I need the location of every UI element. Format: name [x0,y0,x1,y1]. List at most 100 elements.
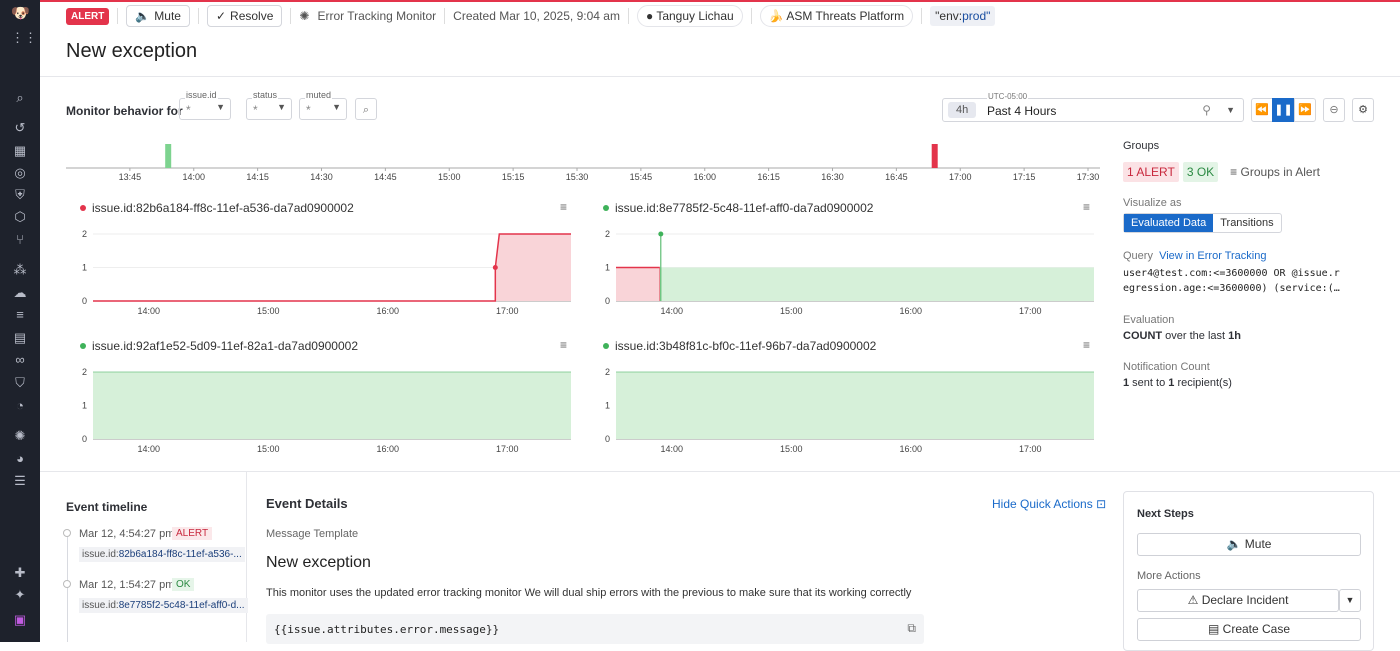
time-short: 4h [948,102,977,118]
mute-button[interactable]: 🔈 Mute [126,5,190,27]
chart-group-title: issue.id:8e7785f2-5c48-11ef-aff0-da7ad09… [615,201,874,215]
overview-tick-label: 17:30 [1077,172,1100,182]
monitor-type: Error Tracking Monitor [317,9,437,23]
watchdog-icon[interactable]: ◔ [16,398,24,413]
timeline-node [63,580,71,588]
group-key: issue.id: [82,549,119,560]
avatar: ● [645,9,654,23]
time-picker[interactable]: UTC-05:00 4h Past 4 Hours ⚲ ▼ [942,92,1244,122]
groups-filter[interactable]: ≡ Groups in Alert [1230,165,1320,179]
cloud-icon[interactable]: ☁ [13,285,27,300]
zoom-out-button[interactable]: ⊖ [1323,98,1345,122]
filter-icon[interactable]: ≡ [1083,338,1091,352]
y-tick-label: 1 [82,263,87,273]
overview-event-ok[interactable] [165,144,172,168]
ci-icon[interactable]: ⑂ [16,232,24,247]
filter-icon[interactable]: ≡ [560,200,568,214]
settings-button[interactable]: ⚙ [1352,98,1374,122]
shield-icon[interactable]: ⛉ [15,375,25,390]
timeline-event-group[interactable]: issue.id:8e7785f2-5c48-11ef-aff0-d... [79,598,248,613]
monitors-icon[interactable]: ◎ [14,165,26,180]
declare-incident-button[interactable]: ⚠ Declare Incident [1137,589,1339,612]
muted-select[interactable]: muted * ▼ [299,90,347,120]
forward-button[interactable]: ⏩ [1294,98,1316,122]
eval-agg: COUNT [1123,330,1163,342]
filter-icon[interactable]: ≡ [1083,200,1091,214]
datadog-logo-icon[interactable]: 🐶 [11,5,30,22]
team-pill[interactable]: 🍌 ASM Threats Platform [759,5,914,27]
x-tick-label: 14:00 [138,306,161,316]
apm-icon[interactable]: ⁂ [13,262,27,277]
tag-value: prod" [962,9,991,23]
message-template-label: Message Template [266,528,359,540]
timeline-event-time: Mar 12, 4:54:27 pm [79,528,175,540]
create-case-button[interactable]: ▤ Create Case [1137,618,1361,641]
query-line: user4@test.com:<=3600000 OR @issue.r [1123,268,1340,279]
dashboards-icon[interactable]: ▦ [13,143,27,158]
chart-title: issue.id:92af1e52-5d09-11ef-82a1-da7ad09… [80,339,358,353]
x-tick-label: 17:00 [496,444,519,454]
sparkle-icon[interactable]: ✦ [14,587,26,602]
gauge-icon[interactable]: ◕ [16,451,24,466]
issue-id-select[interactable]: issue.id * ▼ [179,90,231,120]
apps-grid-icon[interactable]: ⋮⋮ [11,30,37,45]
history-icon[interactable]: ↺ [14,120,26,135]
env-tag[interactable]: "env:prod" [930,6,996,26]
bug-icon[interactable]: ✺ [14,428,26,443]
group-chart[interactable]: 0 1 2 14:00 15:00 16:00 17:00 [63,368,581,459]
rum-icon[interactable]: ▤ [13,330,27,345]
divider [750,8,752,24]
speaker-icon: 🔈 [135,9,151,23]
x-tick-label: 14:00 [661,306,684,316]
bug-icon: ✺ [299,9,310,23]
status-select[interactable]: status * ▼ [246,90,292,120]
resolve-button[interactable]: ✓ Resolve [206,5,283,27]
message-code-block: {{issue.attributes.error.message}} ⧉ [266,614,924,644]
caret-down-icon[interactable]: ▼ [1226,105,1235,115]
mute-button[interactable]: 🔈 Mute [1137,533,1361,556]
overview-tick-label: 13:45 [119,172,142,182]
hide-quick-actions-link[interactable]: Hide Quick Actions ⊡ [992,497,1106,511]
transitions-toggle[interactable]: Transitions [1220,217,1274,229]
alert-count-badge[interactable]: 1 ALERT [1123,162,1179,182]
group-chart[interactable]: 0 1 2 14:00 15:00 16:00 17:00 [63,230,581,321]
declare-dropdown-button[interactable]: ▼ [1339,589,1361,612]
owner-pill[interactable]: ● Tanguy Lichau [636,5,743,27]
notif-count: 1 [1123,377,1130,389]
rewind-icon: ⏪ [1255,104,1269,116]
y-tick-label: 1 [82,401,87,411]
divider [246,471,247,642]
copy-icon[interactable]: ⧉ [907,621,916,635]
view-in-error-tracking-link[interactable]: View in Error Tracking [1159,250,1267,262]
chart-title: issue.id:82b6a184-ff8c-11ef-a536-da7ad09… [80,201,354,215]
infrastructure-icon[interactable]: ⬡ [14,209,26,224]
rewind-button[interactable]: ⏪ [1251,98,1273,122]
overview-event-alert[interactable] [931,144,938,168]
search-icon[interactable]: ⌕ [16,90,24,105]
group-chart[interactable]: 0 1 2 14:00 15:00 16:00 17:00 [586,368,1104,459]
overview-timeline[interactable]: 13:45 14:00 14:15 14:30 14:45 15:00 15:15 15:30… [40,135,1120,185]
overview-tick-label: 14:00 [182,172,205,182]
integrations-icon[interactable]: ✚ [14,565,26,580]
evaluated-data-toggle[interactable]: Evaluated Data [1124,214,1214,232]
filter-icon[interactable]: ≡ [560,338,568,352]
synthetics-icon[interactable]: ∞ [15,352,25,367]
x-tick-label: 14:00 [661,444,684,454]
pause-button[interactable]: ❚❚ [1272,98,1295,122]
security-icon[interactable]: ⛨ [15,187,25,202]
timeline-event-group[interactable]: issue.id:82b6a184-ff8c-11ef-a536-... [79,547,245,562]
chart-title: issue.id:3b48f81c-bf0c-11ef-96b7-da7ad09… [603,339,876,353]
group-chart[interactable]: 0 1 2 14:00 15:00 16:00 17:00 [586,230,1104,321]
logs-icon[interactable]: ≡ [16,307,24,322]
pin-icon[interactable]: ⚲ [1202,103,1211,117]
x-tick-label: 17:00 [1019,444,1042,454]
select-label: status [252,90,279,100]
x-tick-label: 15:00 [257,306,280,316]
sidebar: 🐶 ⋮⋮ ⌕ ↺ ▦ ◎ ⛨ ⬡ ⑂ ⁂ ☁ ≡ ▤ ∞ ⛉ ◔ ✺ ◕ ☰ ✚… [0,0,40,642]
service-mgmt-icon[interactable]: ☰ [14,473,26,488]
search-button[interactable]: ⌕ [355,98,377,120]
code-text: {{issue.attributes.error.message}} [274,623,500,636]
user-avatar-icon[interactable]: ▣ [13,612,27,627]
y-tick-label: 0 [605,296,610,306]
ok-count-badge[interactable]: 3 OK [1182,162,1219,182]
